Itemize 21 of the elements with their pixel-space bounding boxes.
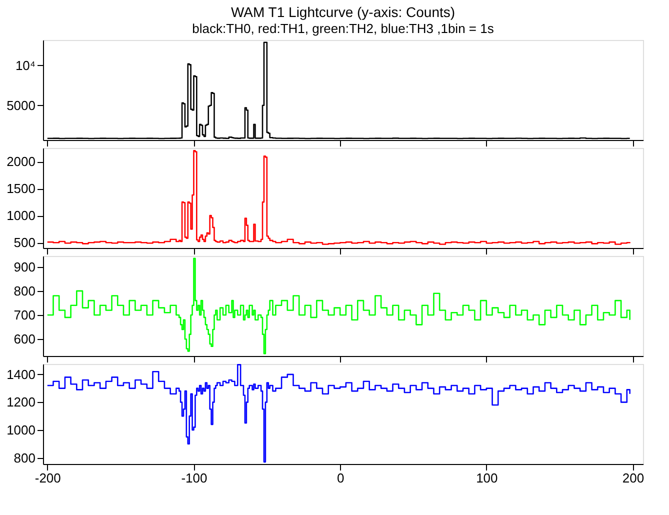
y-tick-label: 5000 [6,98,36,113]
y-tick-label: 700 [14,308,36,323]
chart-title: WAM T1 Lightcurve (y-axis: Counts) [230,4,456,20]
y-tick-label: 1500 [6,181,36,196]
y-tick-label: 900 [14,259,36,274]
y-tick-label: 1000 [6,422,36,438]
y-tick-label: 500 [14,235,36,250]
y-tick-label: 1400 [6,366,36,382]
x-tick-label: -200 [34,470,61,486]
chart-subtitle: black:TH0, red:TH1, green:TH2, blue:TH3 ,1bin = 1s [192,21,494,36]
y-tick-label: 600 [14,332,36,347]
y-tick-label: 1000 [6,208,36,224]
x-tick-label: 0 [336,470,344,486]
y-tick-label: 800 [14,450,36,466]
y-tick-label: 1200 [6,394,36,410]
y-tick-label: 10⁴ [15,58,36,73]
x-tick-label: 100 [476,470,498,486]
x-tick-label: -100 [181,470,208,486]
y-tick-label: 2000 [6,154,36,170]
x-tick-label: 200 [622,470,644,486]
y-tick-label: 800 [14,283,36,298]
